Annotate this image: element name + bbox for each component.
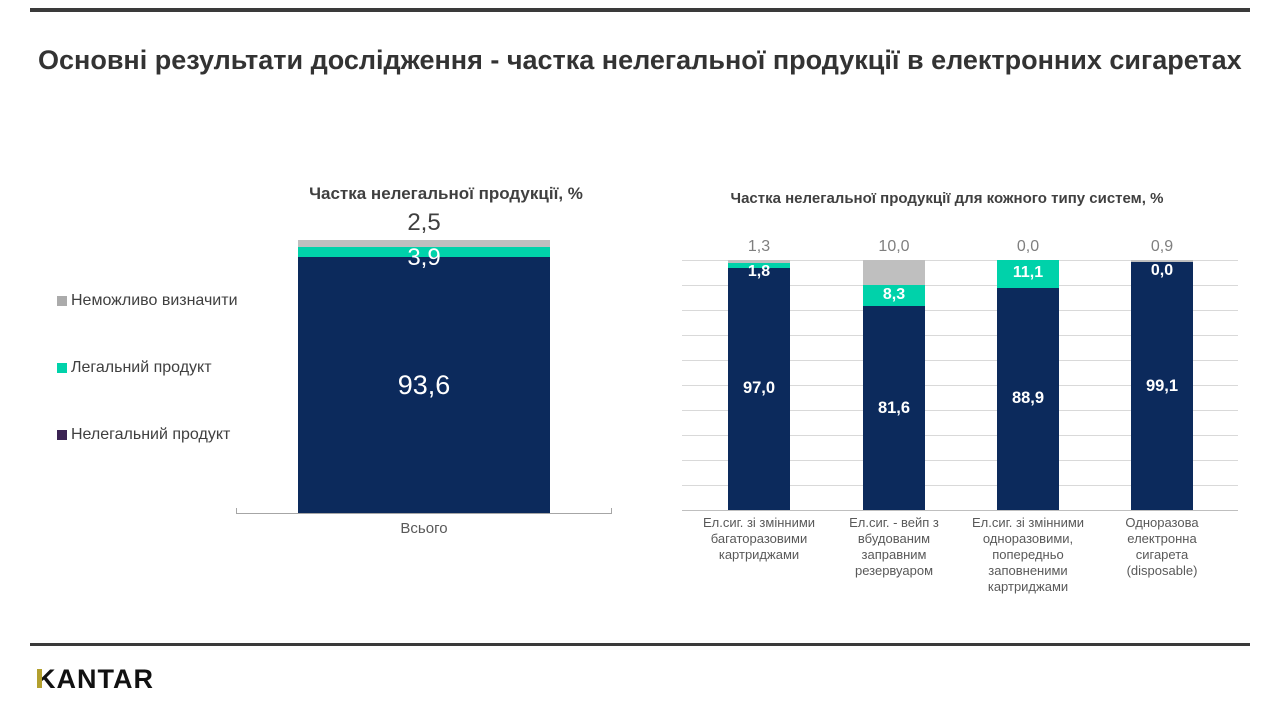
legend-item-legal: Легальний продукт [57,359,212,377]
gridline [682,485,1238,486]
x-axis-tick [611,508,612,513]
top-rule [30,8,1250,12]
bar-segment-illegal [728,267,790,510]
bar-segment-illegal [863,306,925,510]
bar-segment-undetermined [298,239,550,247]
legend-marker-legal-icon [57,363,67,373]
value-label-undetermined: 10,0 [878,238,910,256]
legend-label: Нелегальний продукт [71,426,231,443]
bar-segment-legal [863,285,925,306]
category-label: Ел.сиг. зі змінними одноразовими, попере… [971,515,1085,594]
gridline [682,460,1238,461]
value-label-undetermined: 0,9 [1150,238,1174,255]
legend-item-illegal: Нелегальний продукт [57,426,230,444]
gridline [682,360,1238,361]
value-label-legal: 0,0 [1150,262,1174,280]
bar-segment-undetermined [1131,260,1193,263]
value-label-legal: 8,3 [882,286,906,304]
bar-segment-illegal [997,287,1059,510]
chart-title-by-type: Частка нелегальної продукції для кожного… [730,190,1164,207]
gridline [682,385,1238,386]
plot-area-by-type: 1,3 1,8 97,0 Ел.сиг. зі змінними багаторазо… [672,180,1238,630]
gridline [682,335,1238,336]
value-label-illegal: 88,9 [1011,389,1045,408]
legend-item-undetermined: Неможливо визначити [57,292,238,310]
legend-label: Неможливо визначити [71,292,238,309]
legend-label: Легальний продукт [71,359,212,376]
plot-area-total: 2,5 3,9 93,6 Всього [236,180,616,560]
x-axis-tick [236,508,237,513]
bar-segment-legal [997,260,1059,288]
value-label-undetermined: 2,5 [407,208,441,236]
gridline [682,260,1238,261]
value-label-undetermined: 1,3 [747,237,771,255]
category-label: Ел.сиг. - вейп з вбудованим заправним ре… [849,515,939,578]
x-axis-line [236,513,612,514]
kantar-logo: KANTAR [36,664,154,696]
category-label: Ел.сиг. зі змінними багаторазовими картр… [702,515,816,562]
gridline [682,435,1238,436]
kantar-logo-gold-accent-icon [37,669,42,688]
value-label-undetermined: 0,0 [1016,238,1040,255]
value-label-legal: 3,9 [407,243,441,271]
slide-title: Основні результати дослідження - частка … [38,45,1242,75]
kantar-logo-text: KANTAR [36,664,154,694]
value-label-illegal: 81,6 [877,398,911,417]
value-label-legal: 11,1 [1012,264,1044,282]
gridline [682,310,1238,311]
footer-rule [30,643,1250,646]
bar-segment-illegal [298,257,550,513]
gridline [682,410,1238,411]
value-label-illegal: 93,6 [397,370,451,401]
chart-share-by-system-type: Частка нелегальної продукції для кожного… [672,180,1238,630]
bar-segment-legal [728,263,790,268]
value-label-legal: 1,8 [747,263,771,280]
value-label-illegal: 99,1 [1145,376,1179,395]
bar-segment-legal [298,246,550,258]
chart-title-total: Частка нелегальної продукції, % [309,184,583,203]
bar-segment-undetermined [863,260,925,286]
legend-marker-illegal-icon [57,430,67,440]
category-label: Одноразова електронна сигарета (disposab… [1125,515,1199,578]
value-label-illegal: 97,0 [742,379,776,398]
category-label: Всього [400,520,448,537]
chart-total-share: Частка нелегальної продукції, % 2,5 3,9 93… [236,180,616,560]
legend-marker-undetermined-icon [57,296,67,306]
gridline [682,285,1238,286]
gridline [682,510,1238,511]
bar-segment-illegal [1131,262,1193,510]
bar-segment-undetermined [728,259,790,263]
